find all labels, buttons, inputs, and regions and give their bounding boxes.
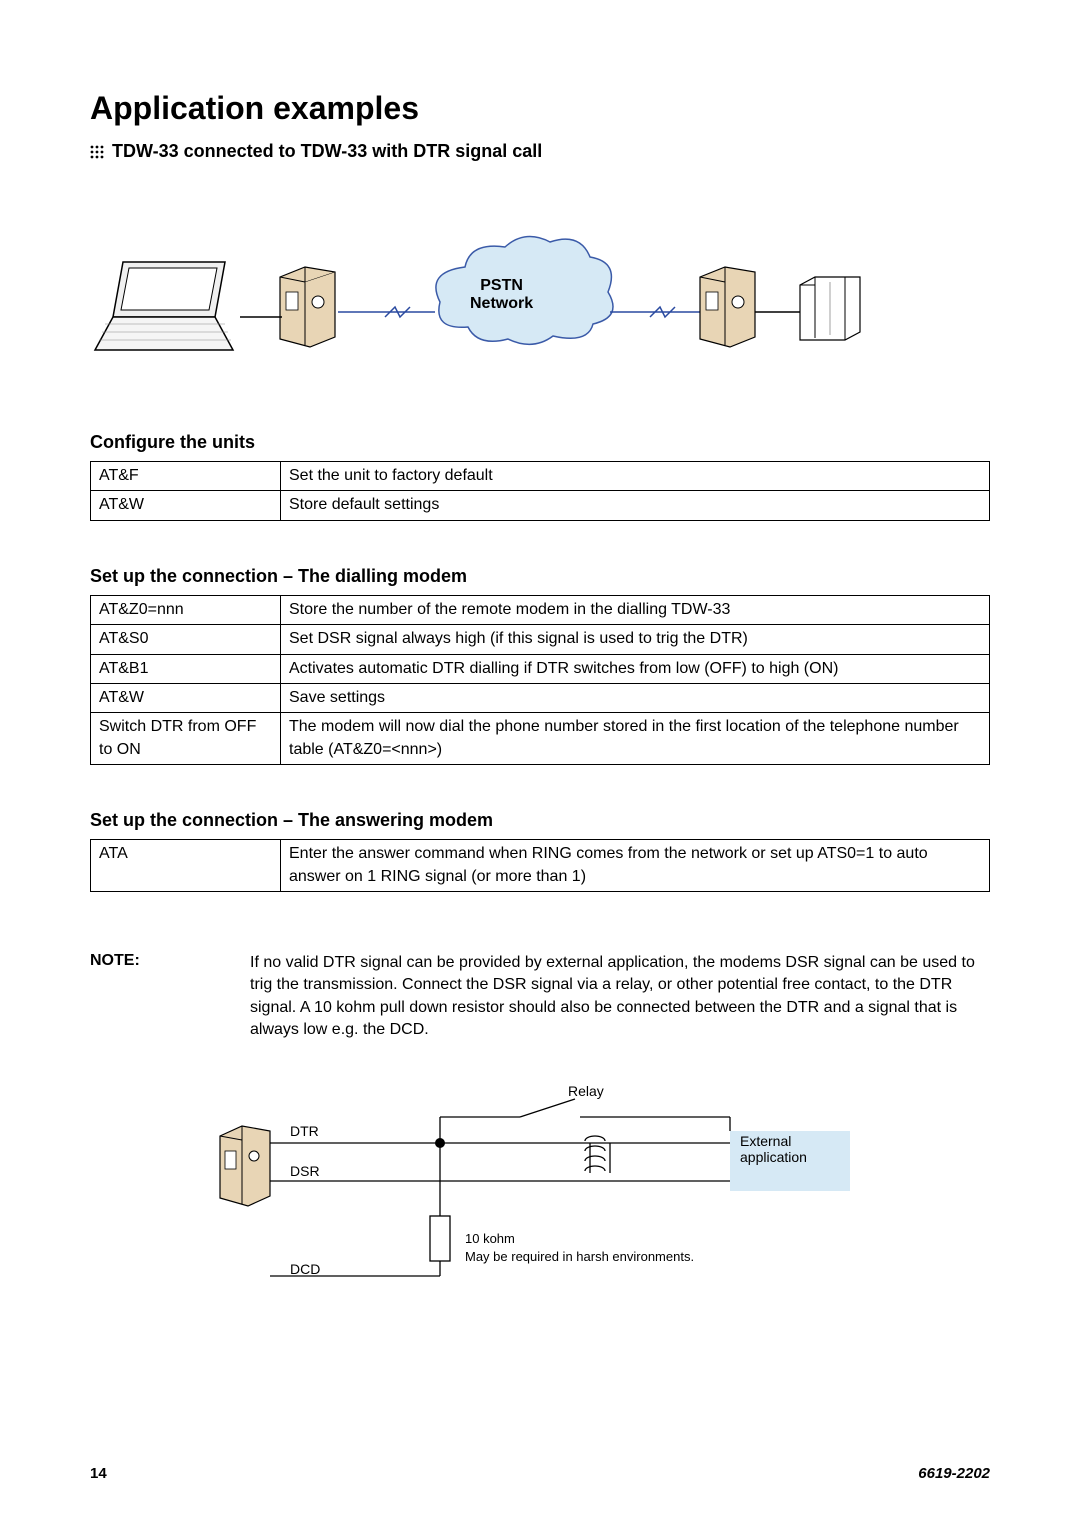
desc-cell: Store default settings xyxy=(281,491,990,520)
cmd-cell: ATA xyxy=(91,840,281,892)
resistor-label: 10 kohm xyxy=(465,1231,515,1246)
relay-label: Relay xyxy=(568,1083,604,1099)
subtitle-text: TDW-33 connected to TDW-33 with DTR sign… xyxy=(112,141,542,162)
cmd-cell: AT&S0 xyxy=(91,625,281,654)
cmd-cell: AT&W xyxy=(91,683,281,712)
subtitle-row: TDW-33 connected to TDW-33 with DTR sign… xyxy=(90,141,990,162)
dcd-label: DCD xyxy=(290,1261,320,1277)
relay-symbol xyxy=(440,1099,730,1143)
table-row: AT&WSave settings xyxy=(91,683,990,712)
dtr-label: DTR xyxy=(290,1123,319,1139)
page-title: Application examples xyxy=(90,90,990,127)
extapp-label: Externalapplication xyxy=(740,1133,807,1165)
cmd-cell: Switch DTR from OFF to ON xyxy=(91,713,281,765)
signal-diagram: Relay DTR DSR DCD 10 kohm May be require… xyxy=(190,1081,890,1311)
dialling-table: AT&Z0=nnnStore the number of the remote … xyxy=(90,595,990,765)
cmd-cell: AT&W xyxy=(91,491,281,520)
section-heading-answering: Set up the connection – The answering mo… xyxy=(90,810,990,831)
table-row: AT&S0Set DSR signal always high (if this… xyxy=(91,625,990,654)
cmd-cell: AT&B1 xyxy=(91,654,281,683)
modem-icon xyxy=(220,1126,270,1206)
table-row: ATAEnter the answer command when RING co… xyxy=(91,840,990,892)
desc-cell: Set DSR signal always high (if this sign… xyxy=(281,625,990,654)
section-heading-configure: Configure the units xyxy=(90,432,990,453)
server-icon xyxy=(800,277,860,340)
configure-table: AT&FSet the unit to factory default AT&W… xyxy=(90,461,990,521)
answering-table: ATAEnter the answer command when RING co… xyxy=(90,839,990,892)
conn-line-pstn-left xyxy=(338,307,435,317)
dots-icon xyxy=(90,145,104,159)
table-row: AT&B1Activates automatic DTR dialling if… xyxy=(91,654,990,683)
desc-cell: Store the number of the remote modem in … xyxy=(281,595,990,624)
document-number: 6619-2202 xyxy=(918,1465,990,1482)
network-diagram: PSTNNetwork xyxy=(90,222,990,402)
note-label: NOTE: xyxy=(90,952,220,1042)
page-number: 14 xyxy=(90,1465,107,1482)
relay-coil xyxy=(585,1136,610,1173)
cloud-label: PSTNNetwork xyxy=(470,277,533,313)
resistor-sublabel: May be required in harsh environments. xyxy=(465,1249,694,1264)
laptop-icon xyxy=(95,262,233,350)
conn-line-pstn-right xyxy=(610,307,700,317)
table-row: AT&Z0=nnnStore the number of the remote … xyxy=(91,595,990,624)
note-text: If no valid DTR signal can be provided b… xyxy=(250,952,990,1042)
table-row: AT&FSet the unit to factory default xyxy=(91,462,990,491)
page-footer: 14 6619-2202 xyxy=(90,1465,990,1482)
resistor-symbol xyxy=(430,1143,450,1276)
cmd-cell: AT&F xyxy=(91,462,281,491)
section-heading-dialling: Set up the connection – The dialling mod… xyxy=(90,566,990,587)
dsr-label: DSR xyxy=(290,1163,320,1179)
note-block: NOTE: If no valid DTR signal can be prov… xyxy=(90,952,990,1042)
desc-cell: Enter the answer command when RING comes… xyxy=(281,840,990,892)
table-row: AT&WStore default settings xyxy=(91,491,990,520)
cmd-cell: AT&Z0=nnn xyxy=(91,595,281,624)
desc-cell: Save settings xyxy=(281,683,990,712)
table-row: Switch DTR from OFF to ONThe modem will … xyxy=(91,713,990,765)
desc-cell: Set the unit to factory default xyxy=(281,462,990,491)
modem2-icon xyxy=(700,267,755,347)
desc-cell: The modem will now dial the phone number… xyxy=(281,713,990,765)
modem1-icon xyxy=(280,267,335,347)
desc-cell: Activates automatic DTR dialling if DTR … xyxy=(281,654,990,683)
